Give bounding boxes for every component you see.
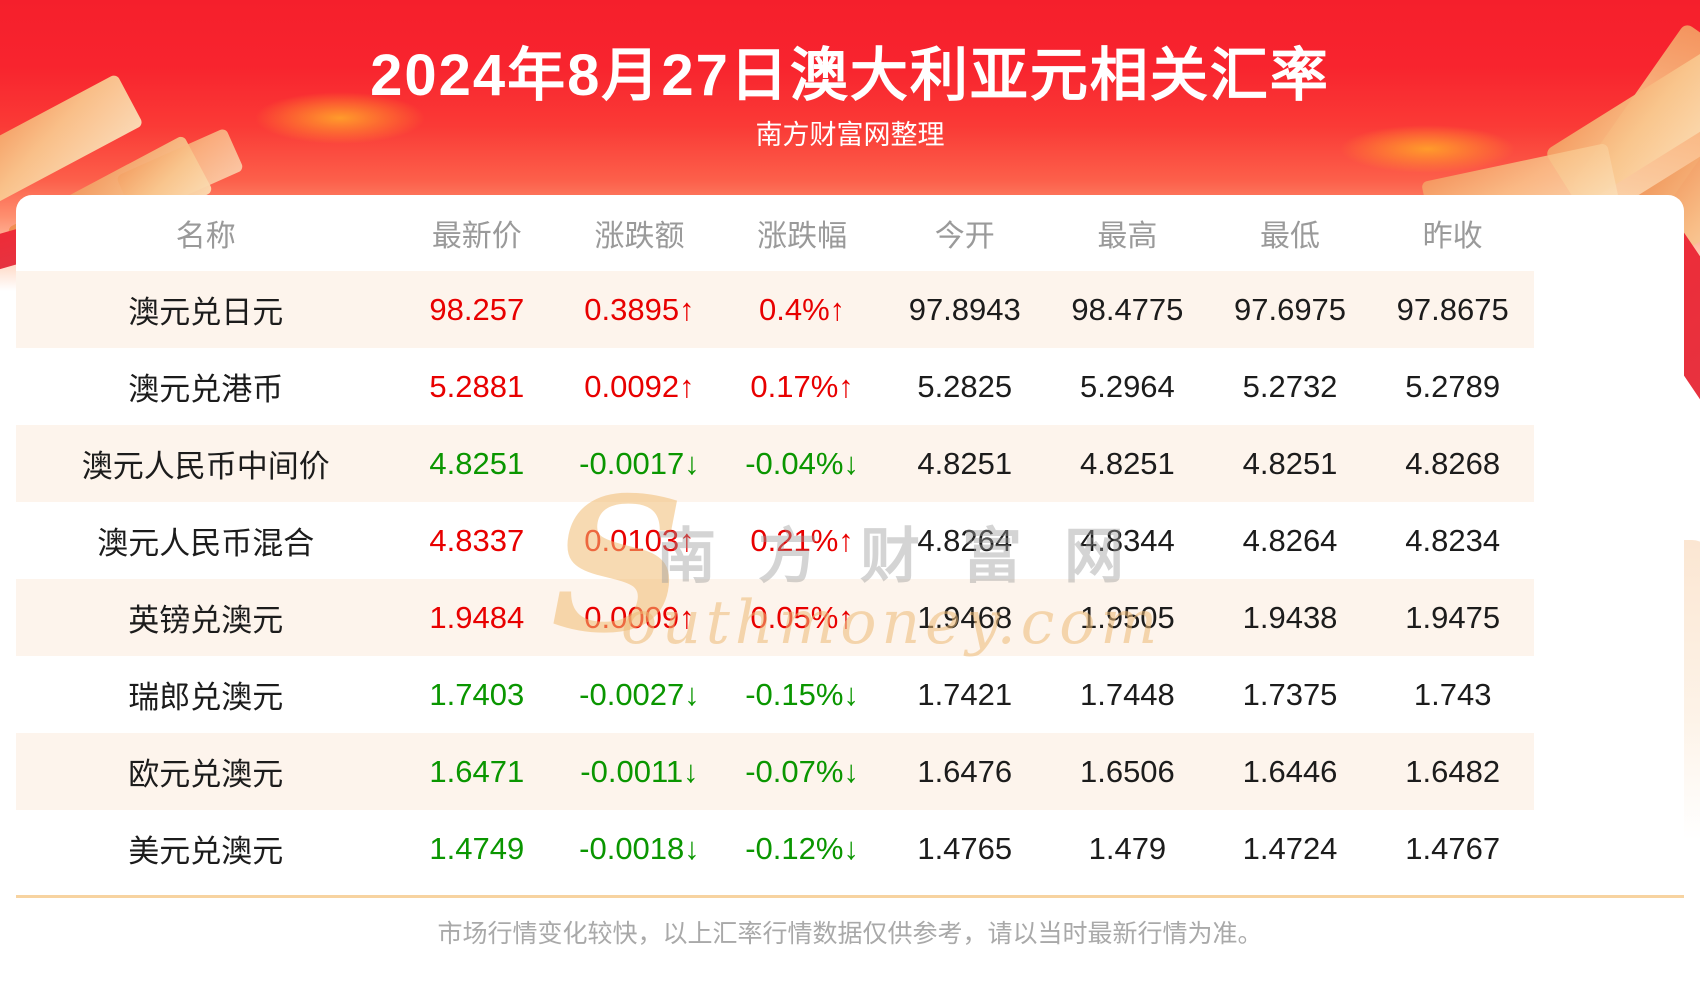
pair-name: 瑞郎兑澳元 xyxy=(128,680,284,715)
footer-divider xyxy=(16,895,1684,898)
col-prev-close: 昨收 xyxy=(1422,220,1483,253)
pair-name: 澳元人民币中间价 xyxy=(81,449,330,484)
last-price: 1.4749 xyxy=(429,830,525,866)
high-value: 4.8344 xyxy=(1079,522,1175,558)
low-value: 4.8264 xyxy=(1242,522,1338,558)
table-row: 瑞郎兑澳元 1.7403 -0.0027↓ -0.15%↓ 1.7421 1.7448 1.… xyxy=(16,656,1534,733)
table-row: 澳元人民币中间价 4.8251 -0.0017↓ -0.04%↓ 4.8251 4.825… xyxy=(16,425,1534,502)
high-value: 5.2964 xyxy=(1079,368,1175,404)
low-value: 97.6975 xyxy=(1233,291,1347,327)
table-row: 英镑兑澳元 1.9484 0.0009↑ 0.05%↑ 1.9468 1.9505 1.94… xyxy=(16,579,1534,656)
last-price: 5.2881 xyxy=(429,368,525,404)
last-price: 4.8337 xyxy=(429,522,525,558)
change-percent: 0.17%↑ xyxy=(750,368,854,404)
col-low: 最低 xyxy=(1260,220,1321,253)
pair-name: 美元兑澳元 xyxy=(128,834,284,869)
open-value: 5.2825 xyxy=(917,368,1013,404)
low-value: 5.2732 xyxy=(1242,368,1338,404)
col-change-pct: 涨跌幅 xyxy=(757,220,848,253)
open-value: 1.4765 xyxy=(917,830,1013,866)
high-value: 1.479 xyxy=(1088,830,1167,866)
change-amount: 0.0103↑ xyxy=(584,522,695,558)
change-percent: -0.07%↓ xyxy=(745,753,859,789)
high-value: 1.7448 xyxy=(1079,676,1175,712)
change-percent: 0.05%↑ xyxy=(750,599,854,635)
open-value: 97.8943 xyxy=(908,291,1021,327)
low-value: 4.8251 xyxy=(1242,445,1338,481)
open-value: 1.9468 xyxy=(917,599,1013,635)
prev-close-value: 5.2789 xyxy=(1405,368,1501,404)
col-last-price: 最新价 xyxy=(431,220,522,253)
table-row: 澳元人民币混合 4.8337 0.0103↑ 0.21%↑ 4.8264 4.8344 4.… xyxy=(16,502,1534,579)
change-amount: 0.3895↑ xyxy=(584,291,695,327)
col-high: 最高 xyxy=(1097,220,1158,253)
low-value: 1.4724 xyxy=(1242,830,1338,866)
table-row: 澳元兑日元 98.257 0.3895↑ 0.4%↑ 97.8943 98.4775 97.… xyxy=(16,271,1534,348)
pair-name: 英镑兑澳元 xyxy=(128,603,284,638)
high-value: 1.6506 xyxy=(1079,753,1175,789)
rates-card: 名称 最新价 涨跌额 涨跌幅 今开 最高 最低 昨收 澳元兑日元 98.257 0.3895↑ 0.… xyxy=(16,195,1684,1000)
change-amount: -0.0027↓ xyxy=(579,676,700,712)
last-price: 1.9484 xyxy=(429,599,525,635)
low-value: 1.7375 xyxy=(1242,676,1338,712)
open-value: 4.8264 xyxy=(917,522,1013,558)
prev-close-value: 4.8268 xyxy=(1405,445,1501,481)
pair-name: 澳元人民币混合 xyxy=(97,526,315,561)
high-value: 1.9505 xyxy=(1079,599,1175,635)
change-percent: -0.04%↓ xyxy=(745,445,859,481)
open-value: 1.7421 xyxy=(917,676,1013,712)
change-amount: 0.0092↑ xyxy=(584,368,695,404)
prev-close-value: 4.8234 xyxy=(1405,522,1501,558)
change-amount: -0.0017↓ xyxy=(579,445,700,481)
table-row: 美元兑澳元 1.4749 -0.0018↓ -0.12%↓ 1.4765 1.479 1.4… xyxy=(16,810,1534,887)
change-amount: -0.0018↓ xyxy=(579,830,700,866)
page-subtitle: 南方财富网整理 xyxy=(755,120,945,150)
open-value: 1.6476 xyxy=(917,753,1013,789)
open-value: 4.8251 xyxy=(917,445,1013,481)
change-percent: 0.21%↑ xyxy=(750,522,854,558)
col-change: 涨跌额 xyxy=(594,220,685,253)
rates-table: 名称 最新价 涨跌额 涨跌幅 今开 最高 最低 昨收 澳元兑日元 98.257 0.3895↑ 0.… xyxy=(16,195,1534,887)
footer-note: 市场行情变化较快，以上汇率行情数据仅供参考，请以当时最新行情为准。 xyxy=(437,920,1263,948)
last-price: 1.6471 xyxy=(429,753,525,789)
table-wrapper: 名称 最新价 涨跌额 涨跌幅 今开 最高 最低 昨收 澳元兑日元 98.257 0.3895↑ 0.… xyxy=(16,195,1684,887)
pair-name: 澳元兑港币 xyxy=(128,372,284,407)
pair-name: 澳元兑日元 xyxy=(128,295,284,330)
col-name: 名称 xyxy=(175,220,236,253)
table-header-row: 名称 最新价 涨跌额 涨跌幅 今开 最高 最低 昨收 xyxy=(16,195,1534,271)
table-row: 欧元兑澳元 1.6471 -0.0011↓ -0.07%↓ 1.6476 1.6506 1.… xyxy=(16,733,1534,810)
prev-close-value: 1.6482 xyxy=(1405,753,1501,789)
change-percent: 0.4%↑ xyxy=(759,291,846,327)
pair-name: 欧元兑澳元 xyxy=(128,757,284,792)
change-amount: -0.0011↓ xyxy=(580,753,699,789)
low-value: 1.9438 xyxy=(1242,599,1338,635)
high-value: 98.4775 xyxy=(1071,291,1184,327)
change-percent: -0.12%↓ xyxy=(745,830,859,866)
prev-close-value: 1.743 xyxy=(1413,676,1492,712)
last-price: 4.8251 xyxy=(429,445,525,481)
change-amount: 0.0009↑ xyxy=(584,599,695,635)
table-row: 澳元兑港币 5.2881 0.0092↑ 0.17%↑ 5.2825 5.2964 5.27… xyxy=(16,348,1534,425)
page-title: 2024年8月27日澳大利亚元相关汇率 xyxy=(370,43,1330,108)
low-value: 1.6446 xyxy=(1242,753,1338,789)
change-percent: -0.15%↓ xyxy=(745,676,859,712)
prev-close-value: 1.9475 xyxy=(1405,599,1501,635)
col-open: 今开 xyxy=(934,220,995,253)
prev-close-value: 1.4767 xyxy=(1405,830,1501,866)
high-value: 4.8251 xyxy=(1079,445,1175,481)
last-price: 1.7403 xyxy=(429,676,525,712)
prev-close-value: 97.8675 xyxy=(1396,291,1509,327)
last-price: 98.257 xyxy=(429,291,525,327)
rate-table-body: 澳元兑日元 98.257 0.3895↑ 0.4%↑ 97.8943 98.4775 97.… xyxy=(16,271,1534,887)
